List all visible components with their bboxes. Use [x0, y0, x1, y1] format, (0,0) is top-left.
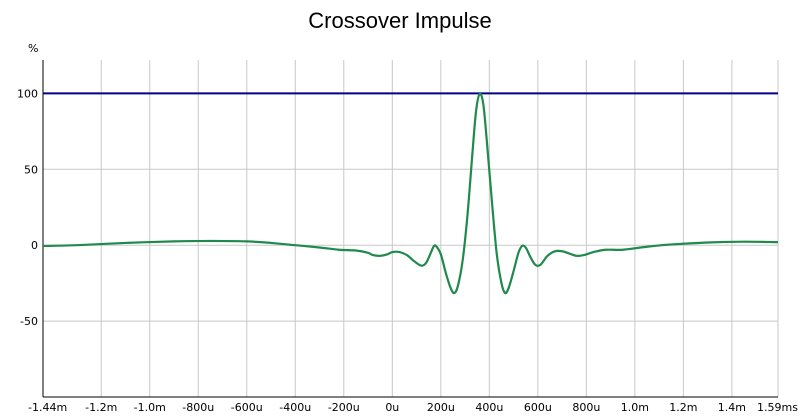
x-tick-label: -400u: [279, 401, 311, 414]
x-tick-label: 1.4m: [718, 401, 746, 414]
y-tick-label: 100: [17, 87, 38, 100]
x-tick-label: 1.0m: [621, 401, 649, 414]
x-tick-label: -1.44m: [28, 401, 67, 414]
y-axis-label: %: [28, 42, 38, 55]
x-tick-label: 600u: [524, 401, 552, 414]
series-line: [42, 92, 779, 295]
x-tick-label: 0u: [385, 401, 399, 414]
y-tick-label: 50: [24, 163, 38, 176]
y-tick-label: -50: [20, 315, 38, 328]
x-tick-label: 1.59ms: [757, 401, 798, 414]
x-tick-label: -1.2m: [85, 401, 117, 414]
x-tick-label: -600u: [231, 401, 263, 414]
chart-title: Crossover Impulse: [308, 8, 492, 33]
x-tick-label: -200u: [328, 401, 360, 414]
x-tick-label: -1.0m: [134, 401, 166, 414]
x-tick-label: 1.2m: [669, 401, 697, 414]
y-tick-label: 0: [31, 239, 38, 252]
x-tick-label: 400u: [475, 401, 503, 414]
x-tick-label: 200u: [427, 401, 455, 414]
x-tick-label: 800u: [572, 401, 600, 414]
x-tick-label: -800u: [182, 401, 214, 414]
plot-background: [43, 60, 778, 397]
